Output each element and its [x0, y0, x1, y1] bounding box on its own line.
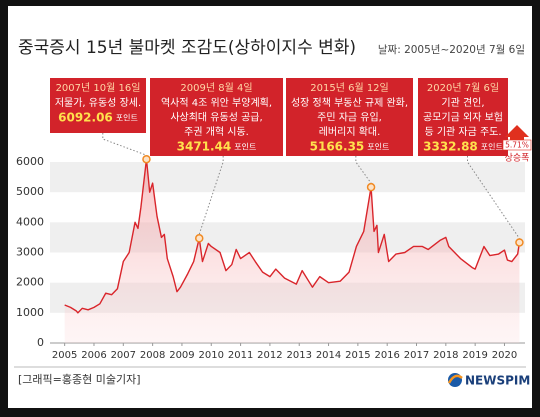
value: 5166.35	[310, 139, 365, 153]
peak-marker	[366, 182, 376, 192]
callout-date: 2009년 8월 4일	[180, 82, 252, 94]
card	[8, 6, 532, 408]
callout-text: 공모기금 외자 보험	[423, 112, 503, 124]
callout-text: 레버리지 확대.	[319, 126, 381, 138]
grid-band	[50, 222, 525, 253]
leader-line	[198, 156, 224, 235]
unit: 포인트	[367, 141, 389, 151]
callout-box	[286, 78, 413, 156]
x-tick-label: 2018	[433, 350, 458, 361]
y-tick-label: 0	[37, 336, 44, 349]
callout-text: 등 기관 자금 주도.	[424, 126, 501, 138]
callout-text: 역사적 4조 위안 부양계획,	[161, 96, 272, 109]
peak-marker	[142, 154, 151, 164]
x-tick-label: 2009	[169, 350, 194, 361]
callout-value: 5166.35 포인트	[310, 139, 390, 153]
x-tick-label: 2011	[228, 350, 253, 361]
grid-band	[50, 162, 525, 193]
callout-box	[50, 78, 146, 133]
growth-caption: 상승폭	[505, 153, 530, 164]
callout-text: 주권 개혁 시동.	[184, 126, 249, 138]
value: 3471.44	[177, 139, 232, 153]
peak-marker	[515, 238, 524, 247]
callout-value: 3471.44 포인트	[177, 139, 257, 153]
y-tick-label: 5000	[16, 185, 44, 198]
x-tick-label: 2005	[52, 350, 77, 361]
unit: 포인트	[116, 112, 138, 122]
unit: 포인트	[234, 141, 256, 151]
callout-text: 기관 견인,	[441, 97, 484, 109]
callout-box	[418, 78, 508, 156]
y-tick-label: 6000	[16, 155, 44, 168]
credit: [그래픽=홍종현 미술기자]	[18, 372, 141, 386]
x-tick-label: 2012	[257, 350, 282, 361]
chart-title: 중국증시 15년 불마켓 조감도(상하이지수 변화)	[18, 38, 356, 58]
callout-text: 주민 자금 유입,	[317, 111, 382, 124]
x-tick-label: 2013	[287, 350, 312, 361]
value: 6092.06	[58, 110, 113, 124]
growth-label-bg	[502, 139, 532, 151]
callout-text: 사상최대 유동성 공급,	[170, 112, 262, 124]
x-tick-label: 2010	[199, 350, 224, 361]
logo-swoosh	[447, 374, 463, 384]
y-tick-label: 4000	[16, 215, 44, 228]
area	[64, 159, 520, 343]
leader-line	[467, 156, 520, 239]
growth-value: 5.71%	[505, 141, 529, 150]
brand: NEWSPIM	[465, 374, 530, 388]
callout-box	[150, 78, 283, 156]
x-tick-label: 2020	[492, 350, 517, 361]
x-tick-label: 2008	[140, 350, 165, 361]
x-tick-label: 2017	[404, 350, 429, 361]
y-tick-label: 2000	[16, 276, 44, 289]
callout-date: 2020년 7월 6일	[427, 82, 499, 94]
callout-text: 성장 정책 부동산 규제 완화,	[291, 97, 408, 109]
x-tick-label: 2019	[462, 350, 487, 361]
callout-text: 저물가, 유동성 장세.	[55, 97, 141, 109]
line	[64, 158, 521, 314]
x-tick-label: 2015	[345, 350, 370, 361]
peak-marker	[194, 234, 204, 243]
subtitle: 날짜: 2005년~2020년 7월 6일	[378, 43, 525, 56]
y-tick-label: 3000	[16, 246, 44, 259]
callout-value: 6092.06 포인트	[58, 110, 138, 124]
value: 3332.88	[423, 139, 478, 153]
x-tick-label: 2006	[81, 350, 106, 361]
y-tick-label: 1000	[16, 306, 44, 319]
callout-date: 2015년 6월 12일	[310, 82, 389, 94]
callout-value: 3332.88 포인트	[423, 139, 503, 153]
unit: 포인트	[481, 141, 503, 151]
x-tick-label: 2014	[316, 350, 341, 361]
callout-date: 2007년 10월 16일	[56, 82, 141, 94]
x-tick-label: 2016	[374, 350, 399, 361]
x-tick-label: 2007	[111, 350, 136, 361]
